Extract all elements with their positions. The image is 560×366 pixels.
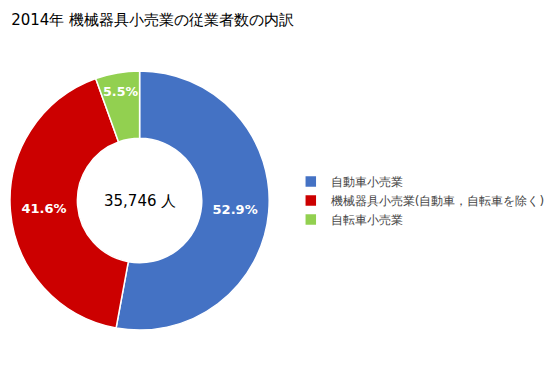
svg-text:2014年 機械器具小売業の従業者数の内訳: 2014年 機械器具小売業の従業者数の内訳 [11, 11, 294, 29]
svg-text:5.5%: 5.5% [103, 84, 138, 99]
svg-text:52.9%: 52.9% [213, 202, 258, 217]
svg-text:機械器具小売業(自動車，自転車を除く): 機械器具小売業(自動車，自転車を除く) [331, 194, 544, 208]
svg-text:自動車小売業: 自動車小売業 [331, 175, 403, 189]
svg-text:35,746 人: 35,746 人 [104, 192, 176, 210]
svg-text:41.6%: 41.6% [21, 201, 66, 216]
svg-text:自転車小売業: 自転車小売業 [331, 213, 403, 227]
